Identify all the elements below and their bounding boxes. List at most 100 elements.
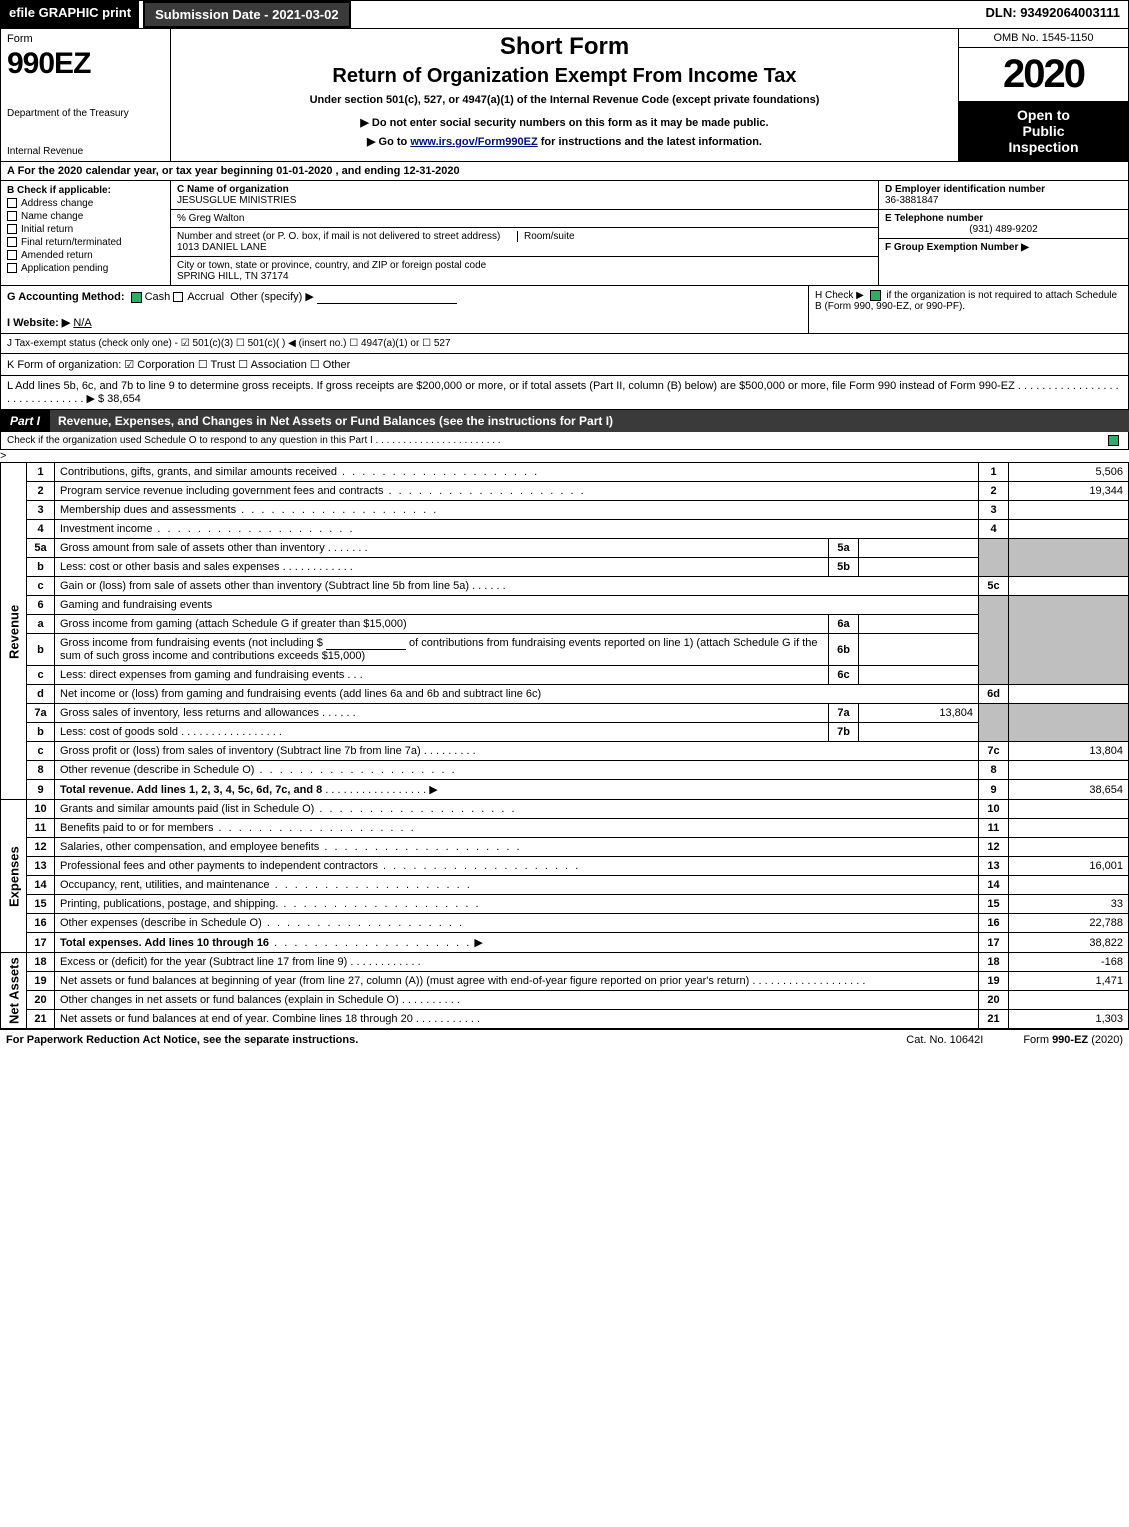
line-val: 13,804 xyxy=(1009,742,1129,761)
h-text1: H Check ▶ xyxy=(815,290,864,301)
line-2: 2 Program service revenue including gove… xyxy=(1,482,1129,501)
check-label: Application pending xyxy=(21,263,108,274)
line-val xyxy=(1009,501,1129,520)
accrual-label: Accrual xyxy=(187,291,224,303)
line-desc: Gross profit or (loss) from sales of inv… xyxy=(60,745,421,757)
line-inval xyxy=(859,558,979,577)
row-l: L Add lines 5b, 6c, and 7b to line 9 to … xyxy=(0,376,1129,410)
line-val: 38,654 xyxy=(1009,780,1129,800)
line-desc: Net assets or fund balances at beginning… xyxy=(60,975,749,987)
line-6a: a Gross income from gaming (attach Sched… xyxy=(1,615,1129,634)
section-def: D Employer identification number 36-3881… xyxy=(878,181,1128,285)
line-5a: 5a Gross amount from sale of assets othe… xyxy=(1,539,1129,558)
i-label: I Website: ▶ xyxy=(7,317,70,329)
schedule-o-checkbox-icon[interactable] xyxy=(1108,435,1119,446)
other-label: Other (specify) ▶ xyxy=(230,291,314,303)
group-exemption-row: F Group Exemption Number ▶ xyxy=(879,239,1128,285)
line-val xyxy=(1009,991,1129,1010)
line-innum: 6b xyxy=(829,634,859,666)
line-innum: 6a xyxy=(829,615,859,634)
check-application-pending[interactable]: Application pending xyxy=(7,263,164,274)
cash-checkbox-icon[interactable] xyxy=(131,292,142,303)
city-value: SPRING HILL, TN 37174 xyxy=(177,271,289,282)
row-k: K Form of organization: ☑ Corporation ☐ … xyxy=(0,354,1129,376)
header-left: Form 990EZ Department of the Treasury In… xyxy=(1,29,171,161)
line-desc: Total expenses. Add lines 10 through 16 xyxy=(60,937,269,949)
revenue-side-label: Revenue xyxy=(1,463,27,800)
line-val: -168 xyxy=(1009,953,1129,972)
line-innum: 5b xyxy=(829,558,859,577)
line-16: 16Other expenses (describe in Schedule O… xyxy=(1,914,1129,933)
line-desc: Investment income xyxy=(60,523,152,535)
line-desc: Printing, publications, postage, and shi… xyxy=(60,898,278,910)
line-innum: 7a xyxy=(829,704,859,723)
line-inval: 13,804 xyxy=(859,704,979,723)
line-desc: Other revenue (describe in Schedule O) xyxy=(60,764,254,776)
line-val xyxy=(1009,761,1129,780)
street-row: Number and street (or P. O. box, if mail… xyxy=(171,228,878,257)
footer-mid: Cat. No. 10642I xyxy=(906,1034,983,1046)
form-header: Form 990EZ Department of the Treasury In… xyxy=(0,29,1129,162)
org-name: JESUSGLUE MINISTRIES xyxy=(177,195,296,206)
netassets-side-label: Net Assets xyxy=(1,953,27,1029)
info-block: B Check if applicable: Address change Na… xyxy=(0,181,1129,286)
expenses-side-label: Expenses xyxy=(1,800,27,953)
section-c: C Name of organization JESUSGLUE MINISTR… xyxy=(171,181,878,285)
check-address-change[interactable]: Address change xyxy=(7,198,164,209)
room-label: Room/suite xyxy=(517,231,575,242)
part1-title: Revenue, Expenses, and Changes in Net As… xyxy=(50,410,1129,432)
line-desc: Grants and similar amounts paid (list in… xyxy=(60,803,314,815)
tax-year: 2020 xyxy=(959,48,1128,101)
line-desc: Occupancy, rent, utilities, and maintena… xyxy=(60,879,270,891)
line-desc: Professional fees and other payments to … xyxy=(60,860,378,872)
line-1: Revenue 1 Contributions, gifts, grants, … xyxy=(1,463,1129,482)
line-desc: Salaries, other compensation, and employ… xyxy=(60,841,319,853)
line-val xyxy=(1009,577,1129,596)
check-label: Amended return xyxy=(21,250,93,261)
check-label: Final return/terminated xyxy=(21,237,122,248)
form-label: Form xyxy=(7,33,164,45)
section-b-title: B Check if applicable: xyxy=(7,185,164,196)
line-13: 13Professional fees and other payments t… xyxy=(1,857,1129,876)
line-7b: b Less: cost of goods sold . . . . . . .… xyxy=(1,723,1129,742)
line-val: 19,344 xyxy=(1009,482,1129,501)
section-b: B Check if applicable: Address change Na… xyxy=(1,181,171,285)
line-desc: Gross sales of inventory, less returns a… xyxy=(60,707,319,719)
accrual-checkbox-icon[interactable] xyxy=(173,292,183,302)
tax-year-line: A For the 2020 calendar year, or tax yea… xyxy=(0,162,1129,181)
line-desc: Less: direct expenses from gaming and fu… xyxy=(60,669,344,681)
check-label: Address change xyxy=(21,198,93,209)
header-right: OMB No. 1545-1150 2020 Open to Public In… xyxy=(958,29,1128,161)
line-9: 9 Total revenue. Add lines 1, 2, 3, 4, 5… xyxy=(1,780,1129,800)
line-val xyxy=(1009,800,1129,819)
dln-number: DLN: 93492064003111 xyxy=(978,1,1128,28)
line-6b: b Gross income from fundraising events (… xyxy=(1,634,1129,666)
line-8: 8 Other revenue (describe in Schedule O)… xyxy=(1,761,1129,780)
line-desc: Net assets or fund balances at end of ye… xyxy=(60,1013,413,1025)
h-checkbox-icon[interactable] xyxy=(870,290,881,301)
check-name-change[interactable]: Name change xyxy=(7,211,164,222)
cash-label: Cash xyxy=(145,291,171,303)
goto-link[interactable]: www.irs.gov/Form990EZ xyxy=(410,136,537,148)
check-final-return[interactable]: Final return/terminated xyxy=(7,237,164,248)
page-footer: For Paperwork Reduction Act Notice, see … xyxy=(0,1029,1129,1050)
line-val xyxy=(1009,838,1129,857)
line-desc: Benefits paid to or for members xyxy=(60,822,213,834)
dept-treasury: Department of the Treasury xyxy=(7,108,164,119)
c-label: C Name of organization xyxy=(177,184,289,195)
line-val: 33 xyxy=(1009,895,1129,914)
submission-date: Submission Date - 2021-03-02 xyxy=(143,1,351,28)
line-val: 22,788 xyxy=(1009,914,1129,933)
efile-label[interactable]: efile GRAPHIC print xyxy=(1,1,139,28)
check-initial-return[interactable]: Initial return xyxy=(7,224,164,235)
top-bar: efile GRAPHIC print Submission Date - 20… xyxy=(0,0,1129,29)
row-j: J Tax-exempt status (check only one) - ☑… xyxy=(0,334,1129,354)
check-amended-return[interactable]: Amended return xyxy=(7,250,164,261)
e-label: E Telephone number xyxy=(885,213,983,224)
line-inval xyxy=(859,539,979,558)
line-desc: Gain or (loss) from sale of assets other… xyxy=(60,580,469,592)
city-row: City or town, state or province, country… xyxy=(171,257,878,285)
org-name-row: C Name of organization JESUSGLUE MINISTR… xyxy=(171,181,878,210)
website-value: N/A xyxy=(73,317,91,329)
f-label: F Group Exemption Number ▶ xyxy=(885,242,1029,253)
